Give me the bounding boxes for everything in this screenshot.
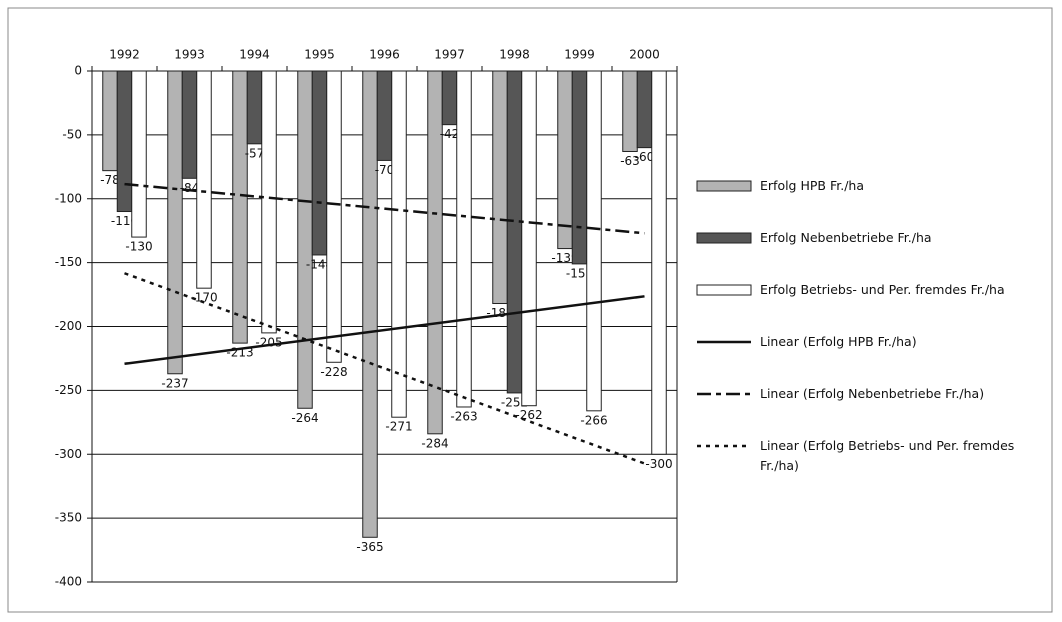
value-label: -130 xyxy=(125,240,152,254)
bar xyxy=(102,70,118,172)
bar xyxy=(131,70,147,238)
x-tick-label: 2000 xyxy=(629,48,660,62)
value-label: -264 xyxy=(291,411,318,425)
legend-label: Erfolg Betriebs- und Per. fremdes Fr./ha xyxy=(760,282,1005,297)
legend-swatch xyxy=(696,180,752,192)
x-tick-label: 1997 xyxy=(434,48,465,62)
value-label: -228 xyxy=(320,365,347,379)
bar xyxy=(651,70,667,455)
legend-swatch xyxy=(696,232,752,244)
bar xyxy=(326,70,342,363)
x-tick-label: 1996 xyxy=(369,48,400,62)
bar xyxy=(246,70,263,145)
legend-label: Linear (Erfolg HPB Fr./ha) xyxy=(760,334,917,349)
value-label: -60 xyxy=(635,150,655,164)
bar xyxy=(167,70,183,375)
bar xyxy=(297,70,313,409)
bar xyxy=(557,70,573,250)
bar xyxy=(492,70,508,305)
y-tick-label: -250 xyxy=(55,383,82,397)
bar xyxy=(427,70,443,435)
value-label: -263 xyxy=(450,409,477,423)
bar xyxy=(391,70,407,418)
value-label: -365 xyxy=(356,540,383,554)
x-tick-label: 1995 xyxy=(304,48,335,62)
bar xyxy=(636,70,653,149)
y-tick-label: -350 xyxy=(55,511,82,525)
bar xyxy=(456,70,472,408)
bar xyxy=(311,70,328,256)
y-tick-label: 0 xyxy=(74,64,82,78)
bar xyxy=(362,70,378,538)
x-tick-label: 1992 xyxy=(109,48,140,62)
legend-label: Linear (Erfolg Nebenbetriebe Fr./ha) xyxy=(760,386,985,401)
bar xyxy=(506,70,523,394)
legend-label: Erfolg Nebenbetriebe Fr./ha xyxy=(760,230,932,245)
value-label: -271 xyxy=(385,420,412,434)
y-tick-label: -200 xyxy=(55,319,82,333)
y-tick-label: -100 xyxy=(55,191,82,205)
value-label: -300 xyxy=(645,457,672,471)
bar xyxy=(261,70,277,334)
value-label: -170 xyxy=(190,291,217,305)
x-tick-label: 1993 xyxy=(174,48,205,62)
legend-label: Linear (Erfolg Betriebs- und Per. fremde… xyxy=(760,438,1015,473)
trend-line xyxy=(124,272,645,465)
value-label: -57 xyxy=(245,146,265,160)
value-label: -266 xyxy=(580,413,607,427)
x-tick-label: 1999 xyxy=(564,48,595,62)
value-label: -237 xyxy=(161,376,188,390)
bar xyxy=(521,70,537,407)
y-tick-label: -400 xyxy=(55,575,82,589)
trend-line xyxy=(124,182,645,235)
value-label: -63 xyxy=(620,154,640,168)
bar xyxy=(196,70,212,289)
value-label: -78 xyxy=(100,173,120,187)
bar xyxy=(376,70,393,161)
value-label: -284 xyxy=(421,436,448,450)
trend-line xyxy=(124,295,645,366)
x-tick-label: 1994 xyxy=(239,48,270,62)
bar xyxy=(181,70,198,179)
bar xyxy=(571,70,588,265)
legend-swatch xyxy=(696,284,752,296)
bar xyxy=(116,70,133,213)
bar xyxy=(441,70,458,126)
value-label: -42 xyxy=(440,127,460,141)
legend-label: Erfolg HPB Fr./ha xyxy=(760,178,864,193)
bar xyxy=(232,70,248,344)
y-tick-label: -150 xyxy=(55,255,82,269)
y-tick-label: -50 xyxy=(62,127,82,141)
y-tick-label: -300 xyxy=(55,447,82,461)
value-label: -262 xyxy=(515,408,542,422)
value-label: -70 xyxy=(375,163,395,177)
bar xyxy=(622,70,638,152)
x-tick-label: 1998 xyxy=(499,48,530,62)
bar xyxy=(586,70,602,412)
